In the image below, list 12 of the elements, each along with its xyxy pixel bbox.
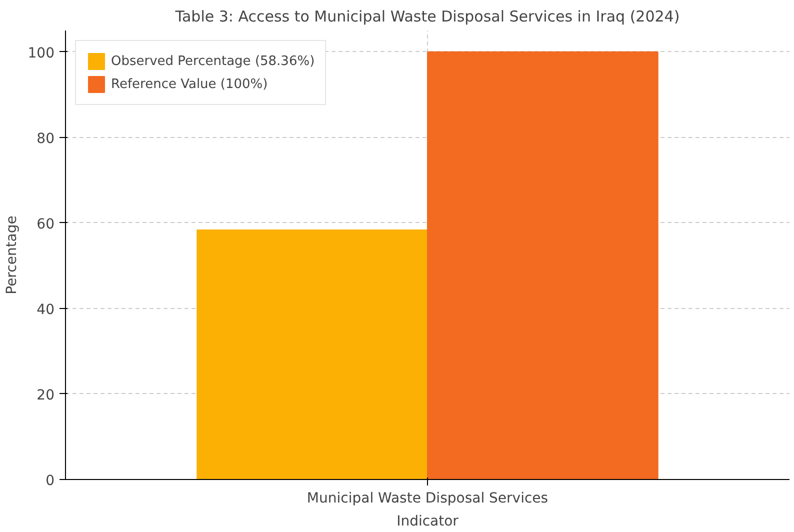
legend-label: Observed Percentage (58.36%) bbox=[111, 54, 315, 68]
x-axis-title: Indicator bbox=[396, 514, 459, 530]
y-tick-label: 60 bbox=[36, 216, 55, 232]
y-tick-label: 0 bbox=[46, 473, 55, 489]
legend-label: Reference Value (100%) bbox=[111, 76, 268, 92]
x-tick-label: Municipal Waste Disposal Services bbox=[306, 490, 548, 506]
y-tick-label: 100 bbox=[28, 45, 55, 62]
chart-title: Table 3: Access to Municipal Waste Disposal Services in Iraq (2024) bbox=[174, 8, 680, 26]
y-tick-label: 80 bbox=[36, 130, 55, 147]
y-axis-title: Percentage bbox=[4, 216, 20, 294]
y-tick-label: 20 bbox=[36, 387, 55, 404]
y-tick-label: 40 bbox=[36, 302, 55, 318]
